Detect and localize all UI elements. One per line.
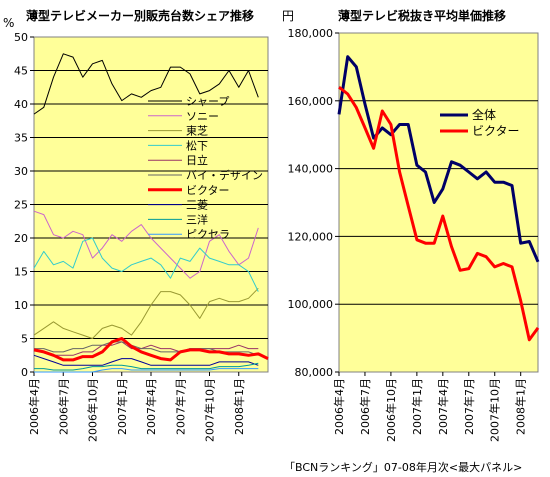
x-tick-label: 2007年1月 <box>115 378 129 435</box>
right-y-unit: 円 <box>282 9 294 23</box>
series-line-2 <box>33 287 259 339</box>
legend-label: ソニー <box>186 110 219 123</box>
series-line-0 <box>33 53 259 115</box>
legend-label: 東芝 <box>186 125 208 138</box>
series-line-8 <box>34 362 259 371</box>
y-tick-label: 20 <box>14 232 28 245</box>
y-tick-label: 10 <box>14 299 28 312</box>
legend-label: ピクセラ <box>186 228 230 241</box>
x-tick-label: 2007年10月 <box>203 378 217 442</box>
x-tick-label: 2006年4月 <box>332 378 346 435</box>
y-tick-label: 25 <box>14 199 28 212</box>
x-tick-label: 2007年7月 <box>462 378 476 435</box>
legend-label: 三洋 <box>186 212 208 226</box>
series-line-9 <box>34 368 259 373</box>
legend-label: バイ・デザイン <box>186 168 263 182</box>
right-chart-title: 薄型テレビ税抜き平均単価推移 <box>338 8 506 23</box>
y-tick-label: 30 <box>14 165 28 178</box>
y-tick-label: 5 <box>21 333 28 346</box>
x-tick-label: 2006年4月 <box>27 378 41 435</box>
left-chart-title: 薄型テレビメーカー別販売台数シェア推移 <box>26 8 254 23</box>
plot-area <box>338 32 539 373</box>
legend-label: ビクター <box>186 184 230 197</box>
y-tick-label: 80,000 <box>295 366 334 379</box>
series-line-0 <box>337 55 540 263</box>
series-line-1 <box>33 210 259 279</box>
series-line-1 <box>338 86 540 342</box>
legend-label: シャープ <box>186 95 229 108</box>
y-tick-label: 100,000 <box>288 298 334 311</box>
y-tick-label: 140,000 <box>288 163 334 176</box>
left-chart: 0 5 10 15 20 25 30 35 40 45 50 2006年4月 2006年7月 2006年1… <box>14 31 269 442</box>
left-y-unit: % <box>3 16 14 30</box>
x-tick-label: 2008年1月 <box>514 378 528 435</box>
series-line-7 <box>33 354 259 366</box>
legend-label: 松下 <box>186 138 208 152</box>
y-tick-label: 15 <box>14 266 28 279</box>
y-tick-label: 45 <box>14 65 28 78</box>
x-tick-label: 2007年1月 <box>410 378 424 435</box>
x-tick-label: 2006年10月 <box>384 378 398 442</box>
y-tick-label: 50 <box>14 31 28 44</box>
y-tick-label: 40 <box>14 98 28 111</box>
y-tick-label: 0 <box>21 366 28 379</box>
y-tick-label: 35 <box>14 132 28 145</box>
x-tick-label: 2008年1月 <box>232 378 246 435</box>
series-line-6 <box>33 337 269 362</box>
series-line-3 <box>33 237 259 292</box>
legend-label: ビクター <box>472 124 520 138</box>
y-tick-label: 120,000 <box>288 230 334 243</box>
legend-label: 三菱 <box>186 199 208 212</box>
series-line-4 <box>33 341 259 356</box>
x-tick-label: 2007年7月 <box>173 378 187 435</box>
y-tick-label: 160,000 <box>288 95 334 108</box>
x-tick-label: 2007年10月 <box>488 378 502 442</box>
x-tick-label: 2006年10月 <box>86 378 100 442</box>
y-tick-label: 180,000 <box>288 27 334 40</box>
right-chart: 80,000 100,000 120,000 140,000 160,000 180,00… <box>288 27 540 442</box>
x-tick-label: 2006年7月 <box>358 378 372 435</box>
legend-label: 全体 <box>472 107 496 122</box>
legend-label: 日立 <box>186 153 208 167</box>
x-tick-label: 2007年4月 <box>436 378 450 435</box>
footer-source: 「BCNランキング」07-08年月次<最大パネル> <box>284 460 522 474</box>
x-tick-label: 2007年4月 <box>144 378 158 435</box>
x-tick-label: 2006年7月 <box>56 378 70 435</box>
